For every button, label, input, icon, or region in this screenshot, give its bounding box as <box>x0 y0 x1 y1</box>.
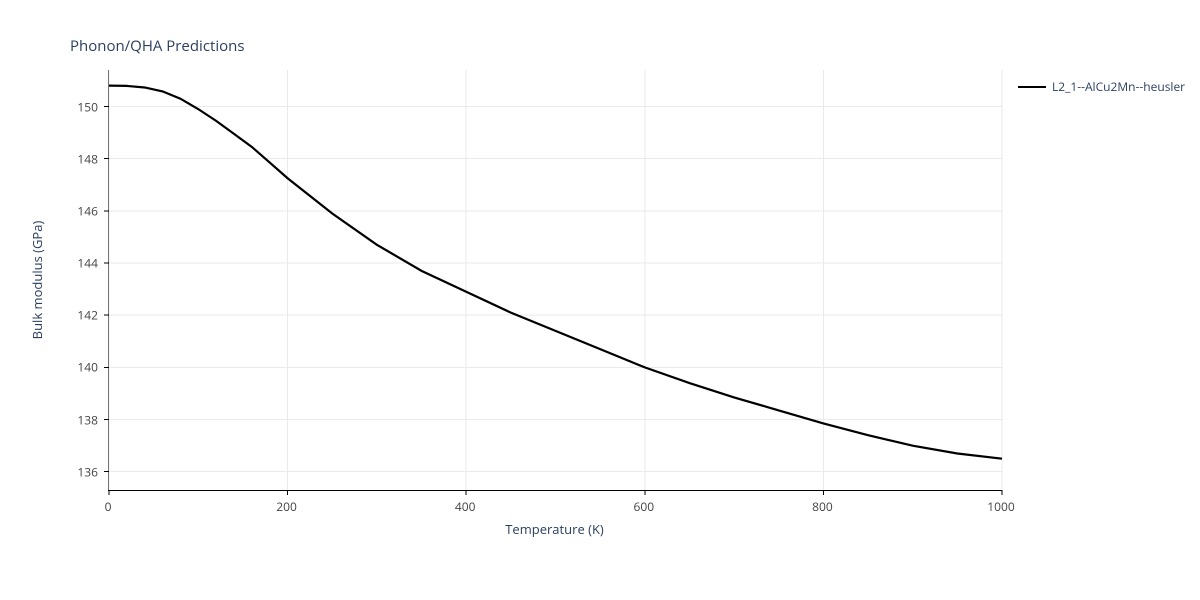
chart-root: Phonon/QHA Predictions 0 200 400 600 800 1000… <box>0 0 1200 600</box>
y-tick-label: 144 <box>77 255 98 272</box>
x-ticks-group <box>109 490 1002 495</box>
x-tick-label: 800 <box>812 498 833 515</box>
legend-swatch <box>1018 86 1046 88</box>
y-tick-label: 146 <box>77 202 98 219</box>
y-tick-label: 148 <box>77 150 98 167</box>
y-tick-label: 138 <box>77 411 98 428</box>
x-tick-label: 1000 <box>987 498 1014 515</box>
y-tick-label: 142 <box>77 307 98 324</box>
y-tick-label: 136 <box>77 463 98 480</box>
y-tick-label: 150 <box>77 98 98 115</box>
y-axis-label: Bulk modulus (GPa) <box>28 221 46 340</box>
legend-item[interactable]: L2_1--AlCu2Mn--heusler <box>1018 78 1185 95</box>
x-tick-label: 400 <box>455 498 476 515</box>
y-ticks-group <box>104 107 109 472</box>
legend: L2_1--AlCu2Mn--heusler <box>1018 78 1185 95</box>
x-tick-label: 200 <box>276 498 297 515</box>
chart-title: Phonon/QHA Predictions <box>70 36 245 56</box>
x-tick-label: 0 <box>105 498 112 515</box>
y-tick-label: 140 <box>77 359 98 376</box>
legend-label: L2_1--AlCu2Mn--heusler <box>1052 78 1185 95</box>
series-line-0 <box>109 86 1002 459</box>
plot-area <box>108 70 1002 491</box>
x-grid-group <box>109 70 1002 490</box>
x-tick-label: 600 <box>634 498 655 515</box>
y-grid-group <box>109 107 1002 472</box>
plot-svg <box>109 70 1002 490</box>
x-axis-label: Temperature (K) <box>505 520 604 538</box>
